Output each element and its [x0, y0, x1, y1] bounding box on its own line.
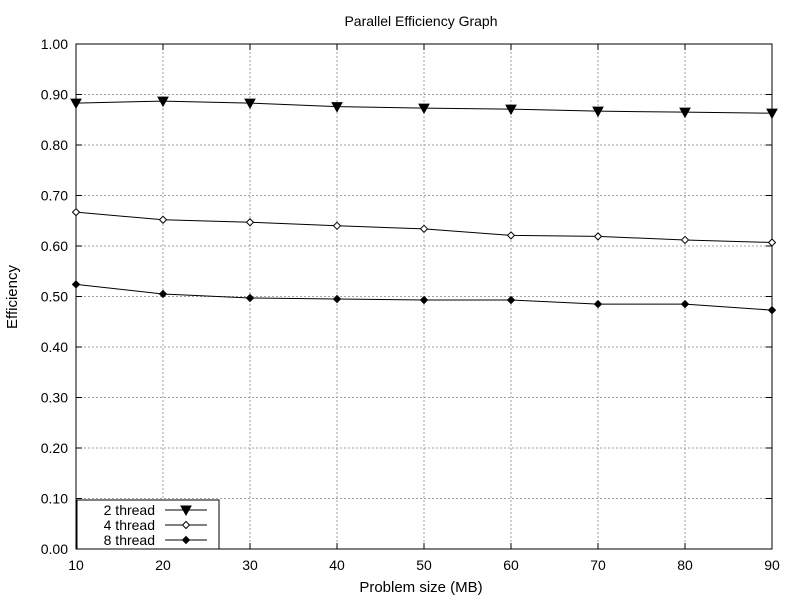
data-point [332, 221, 342, 231]
y-tick-label: 0.80 [41, 137, 68, 153]
y-axis-label: Efficiency [4, 265, 21, 329]
data-point [245, 293, 255, 303]
data-point [767, 305, 777, 315]
data-point [158, 289, 168, 299]
data-point [506, 231, 516, 240]
data-point [245, 218, 255, 227]
y-tick-label: 0.90 [41, 87, 68, 103]
series-3 [71, 280, 777, 315]
x-tick-label: 60 [503, 557, 519, 573]
y-tick-label: 0.40 [41, 339, 68, 355]
data-point [767, 238, 777, 247]
x-tick-label: 90 [764, 557, 780, 573]
series-2 [71, 207, 777, 247]
data-point [419, 295, 429, 305]
data-point [70, 98, 82, 110]
legend-item: 4 thread [104, 517, 207, 533]
data-point [766, 108, 778, 120]
legend-marker [180, 505, 192, 517]
data-point [418, 103, 430, 115]
chart-title: Parallel Efficiency Graph [344, 13, 497, 29]
y-tick-label: 0.00 [41, 541, 68, 557]
y-tick-label: 0.10 [41, 491, 68, 507]
tick-labels: 0.00 0.10 0.20 0.30 0.40 0.50 0.60 0.70 0.80 0.90… [41, 36, 780, 573]
data-point [593, 232, 603, 241]
legend-label: 8 thread [104, 532, 155, 548]
data-point [505, 104, 517, 116]
data-point [331, 102, 343, 113]
x-tick-label: 10 [68, 557, 84, 573]
y-tick-label: 0.20 [41, 440, 68, 456]
data-point [679, 107, 691, 119]
legend-item: 2 thread [104, 502, 207, 518]
series-1 [70, 96, 778, 120]
x-axis-label: Problem size (MB) [359, 579, 482, 596]
y-tick-label: 0.60 [41, 238, 68, 254]
data-point [71, 280, 81, 289]
data-point [592, 106, 604, 118]
y-tick-label: 1.00 [41, 36, 68, 52]
data-point [506, 295, 516, 305]
x-tick-label: 20 [155, 557, 171, 573]
data-point [244, 98, 256, 110]
x-tick-label: 30 [242, 557, 258, 573]
data-point [332, 294, 342, 304]
x-tick-label: 40 [329, 557, 345, 573]
data-point [680, 235, 690, 245]
x-tick-label: 50 [416, 557, 432, 573]
legend-label: 2 thread [104, 502, 155, 518]
legend-item: 8 thread [104, 532, 207, 548]
data-point [680, 299, 690, 309]
legend-marker [181, 535, 191, 545]
data-point [157, 96, 169, 108]
plot-frame [75, 43, 773, 550]
x-tick-label: 80 [677, 557, 693, 573]
data-point [419, 224, 429, 234]
legend-label: 4 thread [104, 517, 155, 533]
data-point [593, 299, 603, 309]
y-tick-label: 0.30 [41, 390, 68, 406]
series-group [70, 96, 778, 315]
legend-marker [181, 520, 191, 530]
y-tick-label: 0.50 [41, 289, 68, 305]
data-point [71, 207, 81, 217]
data-point [158, 215, 168, 224]
y-tick-label: 0.70 [41, 188, 68, 204]
x-tick-label: 70 [590, 557, 606, 573]
